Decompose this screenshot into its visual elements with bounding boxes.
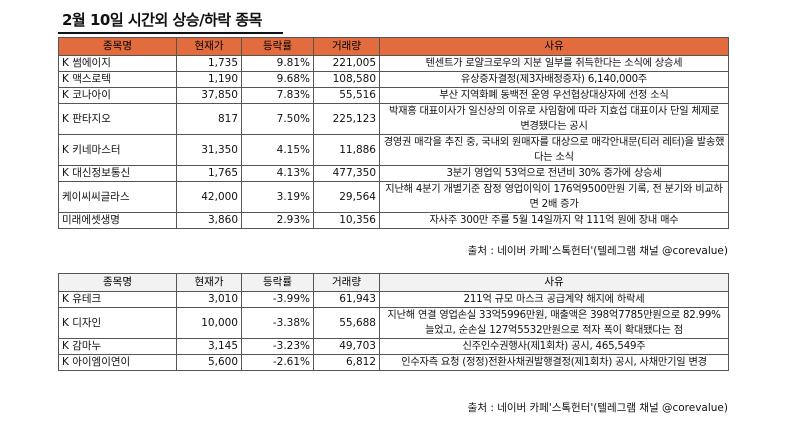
stock-name-cell: K 판타지오 [58,103,177,135]
table-row: K 코나아이 37,850 7.83% 55,516 부산 지역화폐 동백전 운영 우선… [58,87,729,104]
table-row: K 대신정보통신 1,765 4.13% 477,350 3분기 영업익 53억으로 전… [58,165,729,182]
change-rate-cell: -3.99% [241,291,314,308]
stock-name-cell: K 썸에이지 [58,55,177,72]
header-reason: 사유 [379,37,729,56]
fall-table: 종목명 현재가 등락률 거래량 사유 K 유테크 3,010 -3.99% 61,94… [58,273,729,371]
stock-name-cell: 미래에셋생명 [58,212,177,229]
rise-table: 종목명 현재가 등락률 거래량 사유 K 썸에이지 1,735 9.81% 221,0… [58,37,729,229]
change-rate-cell: -3.38% [241,307,314,339]
header-volume: 거래량 [313,37,380,56]
change-rate-cell: 9.68% [241,71,314,88]
price-cell: 1,190 [176,71,242,88]
price-cell: 1,735 [176,55,242,72]
header-name: 종목명 [58,273,177,292]
price-cell: 42,000 [176,181,242,213]
reason-cell: 3분기 영업익 53억으로 전년비 30% 증가에 상승세 [379,165,729,182]
reason-cell: 자사주 300만 주를 5월 14일까지 약 111억 원에 장내 매수 [379,212,729,229]
stock-name-cell: K 키네마스터 [58,134,177,166]
reason-cell: 텐센트가 로얄크로우의 지분 일부를 취득한다는 소식에 상승세 [379,55,729,72]
table-row: K 판타지오 817 7.50% 225,123 박재홍 대표이사가 일신상의 이유로 … [58,103,729,135]
header-rate: 등락률 [241,37,314,56]
stock-name-cell: K 대신정보통신 [58,165,177,182]
reason-cell: 유상증자결정(제3자배정증자) 6,140,000주 [379,71,729,88]
change-rate-cell: 7.50% [241,103,314,135]
table-header-row: 종목명 현재가 등락률 거래량 사유 [58,37,729,56]
volume-cell: 29,564 [313,181,380,213]
stock-name-cell: K 맥스로텍 [58,71,177,88]
table-row: K 아이엠이연이 5,600 -2.61% 6,812 인수자측 요청 (정정)전환사채… [58,354,729,371]
volume-cell: 221,005 [313,55,380,72]
page-title: 2월 10일 시간외 상승/하락 종목 [62,11,262,29]
volume-cell: 6,812 [313,354,380,371]
header-price: 현재가 [176,37,242,56]
table-row: 케이씨씨글라스 42,000 3.19% 29,564 지난해 4분기 개별기준 잠정 … [58,181,729,213]
change-rate-cell: 3.19% [241,181,314,213]
stock-name-cell: K 코나아이 [58,87,177,104]
source-note: 출처 : 네이버 카페'스톡헌터'(텔레그램 채널 @corevalue) [467,245,728,257]
table-row: K 썸에이지 1,735 9.81% 221,005 텐센트가 로얄크로우의 지분 일부… [58,55,729,72]
reason-cell: 인수자측 요청 (정정)전환사채권발행결정(제1회차) 공시, 사채만기일 변경 [379,354,729,371]
table-row: K 유테크 3,010 -3.99% 61,943 211억 규모 마스크 공급계약 해… [58,291,729,308]
change-rate-cell: 4.13% [241,165,314,182]
volume-cell: 49,703 [313,338,380,355]
reason-cell: 지난해 연결 영업손실 33억5996만원, 매출액은 398억7785만원으로… [379,307,729,339]
volume-cell: 55,516 [313,87,380,104]
price-cell: 1,765 [176,165,242,182]
change-rate-cell: 4.15% [241,134,314,166]
table-row: K 키네마스터 31,350 4.15% 11,886 경영권 매각을 추진 중, 국내… [58,134,729,166]
change-rate-cell: 2.93% [241,212,314,229]
change-rate-cell: -2.61% [241,354,314,371]
price-cell: 37,850 [176,87,242,104]
table-row: K 감마누 3,145 -3.23% 49,703 신주인수권행사(제1회차) 공시, … [58,338,729,355]
change-rate-cell: 9.81% [241,55,314,72]
volume-cell: 225,123 [313,103,380,135]
change-rate-cell: 7.83% [241,87,314,104]
table-row: K 디자인 10,000 -3.38% 55,688 지난해 연결 영업손실 33억59… [58,307,729,339]
reason-cell: 부산 지역화폐 동백전 운영 우선협상대상자에 선정 소식 [379,87,729,104]
table-header-row: 종목명 현재가 등락률 거래량 사유 [58,273,729,292]
volume-cell: 11,886 [313,134,380,166]
price-cell: 817 [176,103,242,135]
stock-name-cell: K 유테크 [58,291,177,308]
volume-cell: 10,356 [313,212,380,229]
stock-name-cell: K 감마누 [58,338,177,355]
reason-cell: 신주인수권행사(제1회차) 공시, 465,549주 [379,338,729,355]
volume-cell: 55,688 [313,307,380,339]
reason-cell: 211억 규모 마스크 공급계약 해지에 하락세 [379,291,729,308]
stock-name-cell: K 디자인 [58,307,177,339]
fall-table-body: K 유테크 3,010 -3.99% 61,943 211억 규모 마스크 공급계약 해… [58,291,729,371]
price-cell: 10,000 [176,307,242,339]
table-row: K 맥스로텍 1,190 9.68% 108,580 유상증자결정(제3자배정증자) 6… [58,71,729,88]
volume-cell: 108,580 [313,71,380,88]
header-volume: 거래량 [313,273,380,292]
table-row: 미래에셋생명 3,860 2.93% 10,356 자사주 300만 주를 5월 14일… [58,212,729,229]
reason-cell: 박재홍 대표이사가 일신상의 이유로 사임함에 따라 지효섭 대표이사 단일 체… [379,103,729,135]
header-name: 종목명 [58,37,177,56]
price-cell: 5,600 [176,354,242,371]
reason-cell: 지난해 4분기 개별기준 잠정 영업이익이 176억9500만원 기록, 전 분… [379,181,729,213]
reason-cell: 경영권 매각을 추진 중, 국내외 원매자를 대상으로 매각안내문(티러 레터)… [379,134,729,166]
change-rate-cell: -3.23% [241,338,314,355]
header-rate: 등락률 [241,273,314,292]
source-note: 출처 : 네이버 카페'스톡헌터'(텔레그램 채널 @corevalue) [467,402,728,414]
volume-cell: 61,943 [313,291,380,308]
volume-cell: 477,350 [313,165,380,182]
price-cell: 31,350 [176,134,242,166]
stock-name-cell: 케이씨씨글라스 [58,181,177,213]
stock-name-cell: K 아이엠이연이 [58,354,177,371]
header-price: 현재가 [176,273,242,292]
price-cell: 3,860 [176,212,242,229]
price-cell: 3,145 [176,338,242,355]
price-cell: 3,010 [176,291,242,308]
rise-table-body: K 썸에이지 1,735 9.81% 221,005 텐센트가 로얄크로우의 지분 일부… [58,55,729,229]
title-underline [58,32,283,34]
header-reason: 사유 [379,273,729,292]
